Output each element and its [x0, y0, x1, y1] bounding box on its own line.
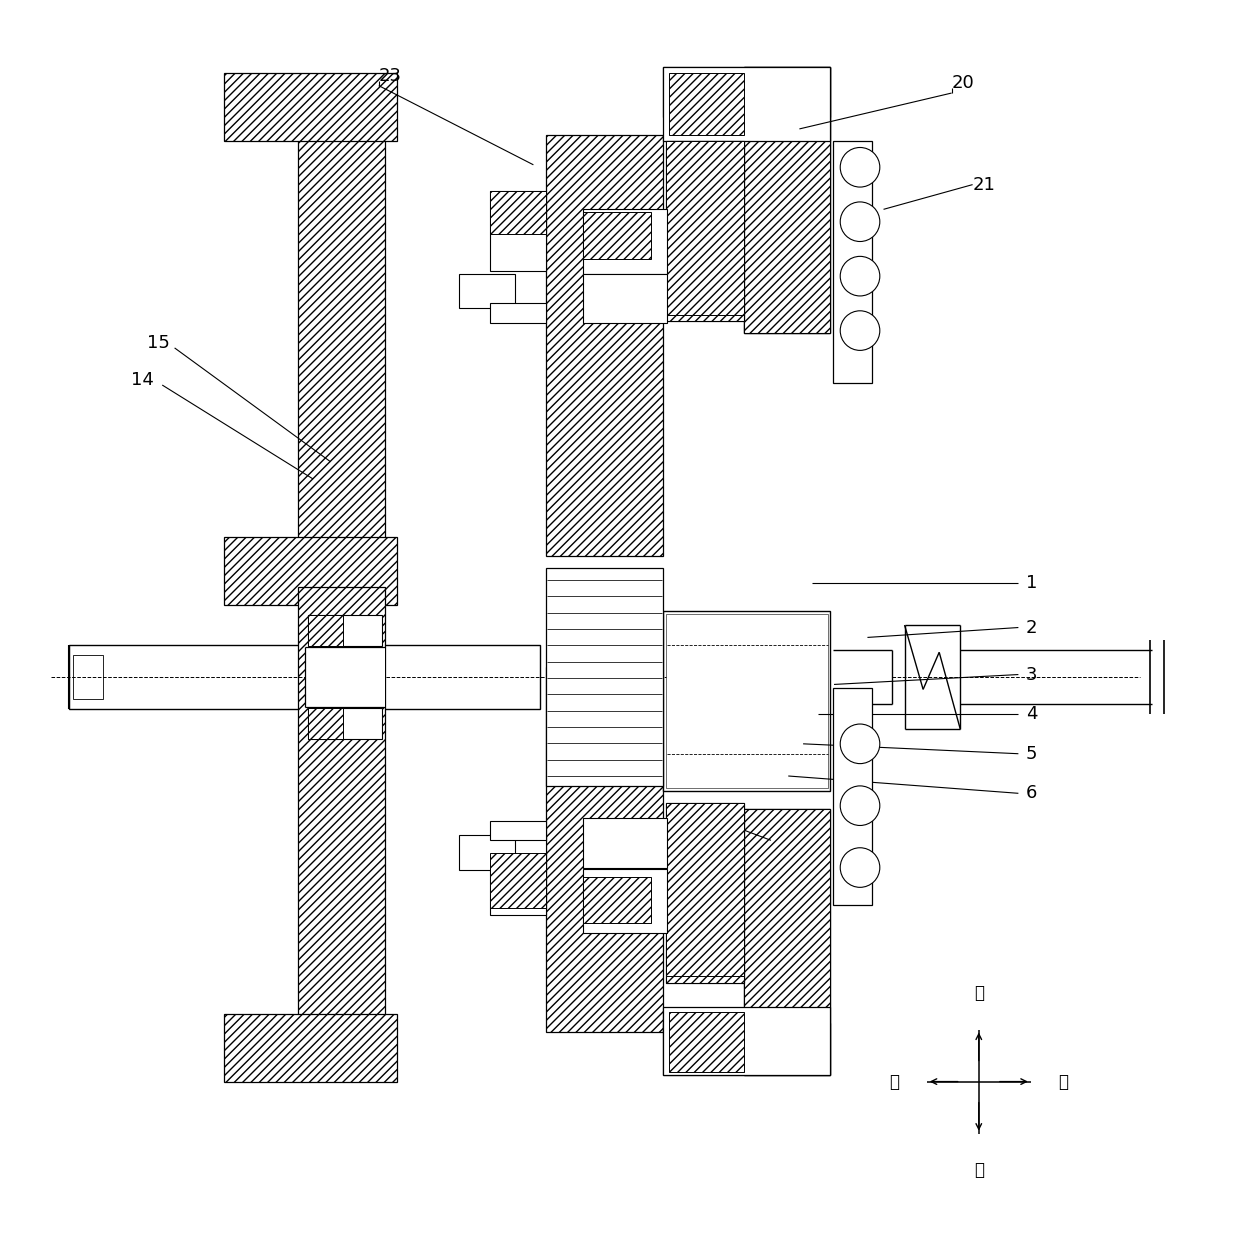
Bar	[305, 648, 384, 707]
Circle shape	[841, 311, 880, 350]
Bar	[459, 273, 515, 309]
Bar	[490, 820, 546, 840]
Bar	[744, 809, 831, 1075]
Text: 3: 3	[1025, 665, 1038, 683]
Bar	[583, 877, 651, 924]
Bar	[459, 835, 515, 869]
Bar	[546, 568, 663, 786]
Bar	[670, 73, 744, 135]
Bar	[833, 688, 873, 905]
Text: 7: 7	[779, 832, 790, 849]
Bar	[490, 853, 546, 908]
Bar	[490, 834, 546, 915]
Bar	[666, 141, 744, 321]
Bar	[546, 135, 663, 556]
Bar	[670, 1012, 744, 1072]
Circle shape	[841, 256, 880, 296]
Text: 21: 21	[972, 175, 996, 194]
Bar	[490, 190, 546, 271]
Bar	[666, 614, 828, 789]
Circle shape	[841, 724, 880, 764]
Text: 2: 2	[1025, 619, 1038, 636]
Bar	[69, 645, 539, 709]
Text: 5: 5	[1025, 745, 1038, 762]
Bar	[224, 1013, 397, 1081]
Bar	[744, 67, 831, 333]
Bar	[663, 1007, 831, 1075]
Bar	[546, 667, 663, 1032]
Bar	[744, 67, 831, 333]
Bar	[744, 67, 831, 333]
Bar	[583, 209, 667, 273]
Bar	[663, 67, 831, 141]
Bar	[744, 809, 831, 1075]
Text: 4: 4	[1025, 706, 1038, 723]
Bar	[744, 809, 831, 1075]
Bar	[583, 869, 667, 934]
Text: 上: 上	[973, 984, 983, 1003]
Text: 前: 前	[1058, 1072, 1068, 1091]
Bar	[490, 304, 546, 323]
Bar	[309, 615, 382, 646]
Bar	[663, 67, 831, 117]
Bar	[309, 708, 382, 738]
Bar	[224, 73, 397, 141]
Bar	[666, 803, 744, 976]
Bar	[309, 615, 343, 646]
Bar	[73, 655, 103, 699]
Bar	[583, 212, 651, 258]
Circle shape	[841, 147, 880, 186]
Text: 23: 23	[378, 67, 402, 84]
Circle shape	[841, 202, 880, 242]
Circle shape	[841, 848, 880, 887]
Bar	[299, 587, 384, 1032]
Circle shape	[841, 786, 880, 825]
Bar	[666, 803, 744, 983]
Bar	[309, 708, 343, 738]
Text: 15: 15	[148, 334, 170, 352]
Bar	[490, 190, 546, 234]
Bar	[663, 611, 831, 791]
Text: 20: 20	[951, 74, 975, 92]
Bar	[666, 141, 744, 315]
Bar	[299, 117, 384, 562]
Bar	[583, 273, 667, 323]
Text: 14: 14	[131, 372, 154, 389]
Bar	[224, 537, 397, 605]
Text: 1: 1	[1025, 575, 1037, 592]
Text: 后: 后	[889, 1072, 899, 1091]
Text: 下: 下	[973, 1160, 983, 1179]
Bar	[666, 141, 744, 321]
Bar	[663, 1023, 831, 1075]
Text: 6: 6	[1025, 784, 1037, 803]
Bar	[833, 141, 873, 383]
Bar	[583, 818, 667, 868]
Bar	[666, 803, 744, 983]
